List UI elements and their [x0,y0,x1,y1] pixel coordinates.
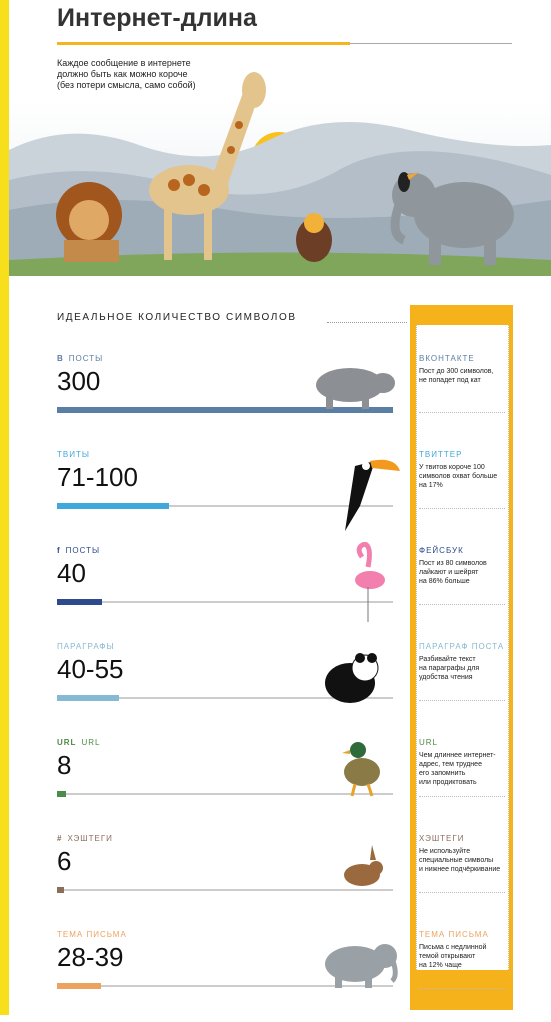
network-name: ВКОНТАКТЕ [419,354,475,363]
row-label: ТЕМА ПИСЬМА [57,930,127,939]
title: Интернет-длина [57,4,257,33]
row-label: f ПОСТЫ [57,546,100,555]
row-label: В ПОСТЫ [57,354,103,363]
animal-illustration [300,926,400,1016]
subtitle-line: должно быть как можно короче [57,69,196,80]
row: В ПОСТЫ 300 ВКОНТАКТЕ Пост до 300 символов,н… [0,350,551,446]
note-line: У твитов короче 100 [419,463,497,472]
row-value: 28-39 [57,942,124,973]
bar [57,983,101,989]
dotted-rule [419,988,505,989]
subtitle-line: Каждое сообщение в интернете [57,58,196,69]
row-label-text: URL [81,738,100,747]
row-value: 6 [57,846,71,877]
animal-illustration [300,446,400,536]
network-name: URL [419,738,438,747]
dotted-rule [419,796,505,797]
network-name: ПАРАГРАФ ПОСТА [419,642,504,651]
network-note: Пост до 300 символов,не попадет под кат [419,367,493,385]
row-label: ПАРАГРАФЫ [57,642,115,651]
dotted-rule [327,322,407,323]
row-label-text: ХЭШТЕГИ [67,834,112,843]
note-line: на 17% [419,481,497,490]
row-label: URL URL [57,738,100,747]
note-line: символов охват больше [419,472,497,481]
subtitle-line: (без потери смысла, само собой) [57,80,196,91]
row-icon: # [57,834,62,843]
row-label-text: ПАРАГРАФЫ [57,642,115,651]
note-line: и нижнее подчёркивание [419,865,500,874]
row-icon: В [57,354,64,363]
network-name: ТЕМА ПИСЬМА [419,930,489,939]
row-label: ТВИТЫ [57,450,90,459]
dotted-rule [419,508,505,509]
bar [57,791,66,797]
dotted-rule [419,700,505,701]
dotted-rule [419,412,505,413]
animal-illustration [300,638,400,728]
network-name: ХЭШТЕГИ [419,834,464,843]
animal-illustration [300,734,400,824]
note-line: на 12% чаще [419,961,486,970]
bar [57,503,169,509]
note-line: удобства чтения [419,673,479,682]
animal-illustration [300,542,400,632]
row: ТВИТЫ 71-100 ТВИТТЕР У твитов короче 100сим… [0,446,551,542]
bar [57,599,102,605]
note-line: Разбивайте текст [419,655,479,664]
bar [57,887,64,893]
row-label-text: ПОСТЫ [69,354,103,363]
note-line: не попадет под кат [419,376,493,385]
dotted-rule [419,892,505,893]
note-line: Пост до 300 символов, [419,367,493,376]
row-label-text: ПОСТЫ [66,546,100,555]
note-line: лайкают и шейрят [419,568,487,577]
bar [57,695,119,701]
animal-illustration [300,830,400,920]
row-label: # ХЭШТЕГИ [57,834,113,843]
network-name: ТВИТТЕР [419,450,462,459]
section-title: ИДЕАЛЬНОЕ КОЛИЧЕСТВО СИМВОЛОВ [57,312,297,323]
animal-illustration [300,350,400,440]
row: ПАРАГРАФЫ 40-55 ПАРАГРАФ ПОСТА Разбивайте т… [0,638,551,734]
row-icon: f [57,546,61,555]
landscape [9,60,551,276]
note-line: на 86% больше [419,577,487,586]
row-value: 71-100 [57,462,138,493]
note-line: адрес, тем труднее [419,760,496,769]
row-value: 300 [57,366,100,397]
row-icon: URL [57,738,76,747]
dotted-rule [419,604,505,605]
row-value: 8 [57,750,71,781]
note-line: его запомнить [419,769,496,778]
note-line: темой открывают [419,952,486,961]
page: Интернет-длина Каждое сообщение в интерн… [0,0,551,1015]
row-value: 40 [57,558,86,589]
network-name: ФЕЙСБУК [419,546,464,555]
row: ТЕМА ПИСЬМА 28-39 ТЕМА ПИСЬМА Письма с недл… [0,926,551,1022]
row-label-text: ТВИТЫ [57,450,90,459]
note-line: специальные символы [419,856,500,865]
title-rule [57,42,350,45]
note-line: Не используйте [419,847,500,856]
note-line: Чем длиннее интернет- [419,751,496,760]
note-line: Пост из 80 символов [419,559,487,568]
title-rule [350,43,512,44]
note-line: на параграфы для [419,664,479,673]
row-label-text: ТЕМА ПИСЬМА [57,930,127,939]
row: URL URL 8 URL Чем длиннее интернет-адрес, те… [0,734,551,830]
note-line: или продиктовать [419,778,496,787]
note-line: Письма с недлинной [419,943,486,952]
row-value: 40-55 [57,654,124,685]
